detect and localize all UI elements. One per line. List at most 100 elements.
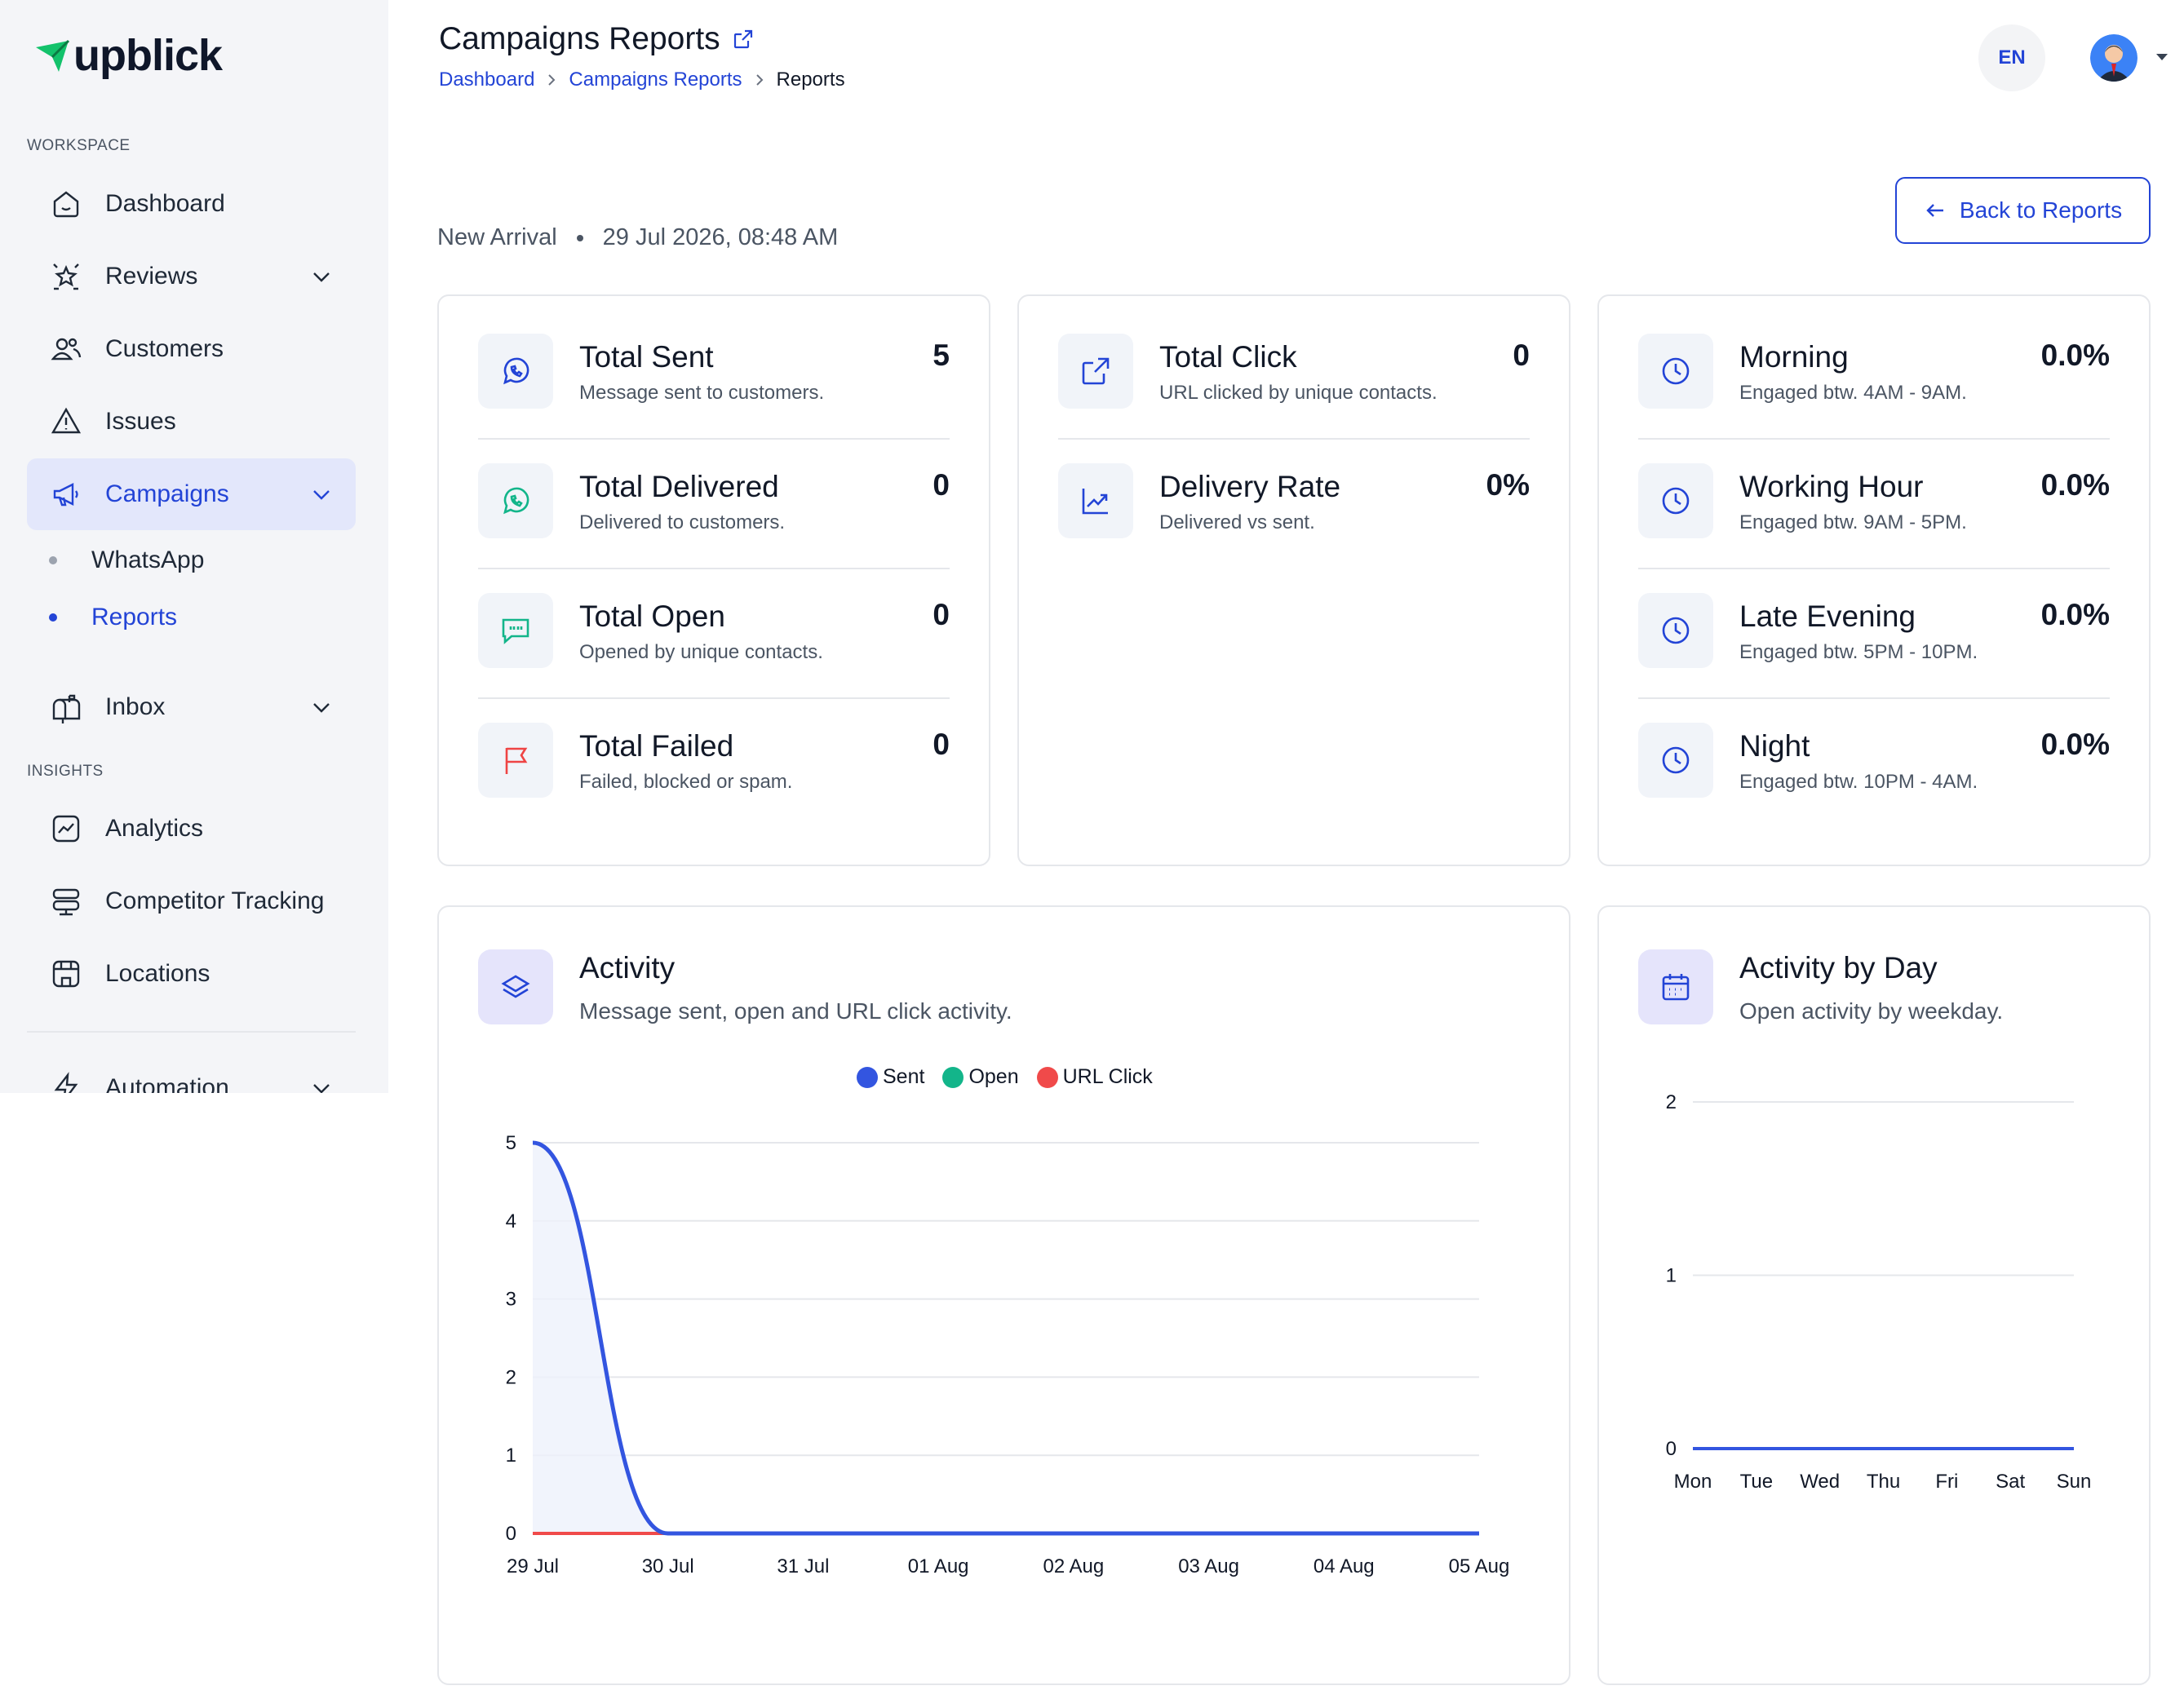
sidebar-item-label: Competitor Tracking (105, 887, 325, 914)
stat-total-click: Total Click URL clicked by unique contac… (1058, 296, 1530, 427)
sidebar-item-analytics[interactable]: Analytics (27, 793, 356, 865)
back-to-reports-button[interactable]: Back to Reports (1895, 177, 2151, 244)
sidebar-item-dashboard[interactable]: Dashboard (27, 168, 356, 240)
legend-item-sent[interactable]: Sent (857, 1065, 924, 1089)
sidebar-item-competitor-tracking[interactable]: Competitor Tracking (27, 865, 356, 937)
stat-title: Working Hour (1739, 470, 1924, 503)
back-to-reports-label: Back to Reports (1959, 197, 2123, 223)
activity-legend: Sent Open URL Click (857, 1065, 1171, 1089)
stat-subtitle: Engaged btw. 10PM - 4AM. (1739, 771, 1978, 793)
stat-value: 0 (933, 598, 950, 631)
stat-total-delivered: Total Delivered Delivered to customers. … (478, 426, 950, 556)
sidebar-item-issues[interactable]: Issues (27, 386, 356, 458)
stat-value: 0 (933, 728, 950, 761)
stats-card-engagement: Morning Engaged btw. 4AM - 9AM. 0.0% Wor… (1597, 294, 2151, 866)
activity-by-day-title: Activity by Day (1739, 951, 1938, 984)
stats-card-messages: Total Sent Message sent to customers. 5 … (437, 294, 990, 866)
app-logo[interactable]: upblick (34, 31, 223, 80)
caret-down-icon[interactable] (2154, 51, 2170, 64)
customers-icon (49, 332, 83, 366)
calendar-icon (1638, 949, 1713, 1024)
external-link-icon[interactable] (732, 28, 755, 51)
chevron-down-icon[interactable] (309, 1076, 334, 1093)
chevron-down-icon[interactable] (309, 695, 334, 719)
sidebar-item-label: Customers (105, 335, 224, 362)
sidebar-item-reviews[interactable]: Reviews (27, 241, 356, 312)
stat-title: Delivery Rate (1159, 470, 1341, 503)
x-tick-label: 02 Aug (1043, 1555, 1104, 1577)
legend-swatch-url-click (1036, 1066, 1058, 1088)
sidebar-item-campaigns[interactable]: Campaigns (27, 458, 356, 530)
legend-item-url-click[interactable]: URL Click (1036, 1065, 1153, 1089)
breadcrumb-campaigns-reports[interactable]: Campaigns Reports (569, 69, 742, 91)
sidebar-subitem-reports[interactable]: Reports (49, 597, 177, 638)
stat-subtitle: Message sent to customers. (579, 382, 825, 404)
sidebar-item-automation[interactable]: Automation (27, 1052, 356, 1093)
activity-subtitle: Message sent, open and URL click activit… (579, 998, 1012, 1024)
stat-subtitle: Failed, blocked or spam. (579, 771, 793, 793)
stat-subtitle: URL clicked by unique contacts. (1159, 382, 1438, 404)
sidebar-item-label: Issues (105, 408, 176, 435)
stat-subtitle: Engaged btw. 4AM - 9AM. (1739, 382, 1967, 404)
x-tick-label: Sat (1996, 1471, 2025, 1493)
row-divider (1638, 438, 2110, 440)
bullet-dot (49, 556, 57, 564)
analytics-icon (49, 812, 83, 846)
stat-delivery-rate: Delivery Rate Delivered vs sent. 0% (1058, 426, 1530, 556)
stat-subtitle: Engaged btw. 9AM - 5PM. (1739, 511, 1967, 533)
x-tick-label: 29 Jul (507, 1555, 559, 1577)
x-tick-label: Tue (1740, 1471, 1773, 1493)
stat-title: Total Failed (579, 729, 734, 763)
language-button[interactable]: EN (1978, 24, 2045, 91)
x-tick-label: Mon (1674, 1471, 1712, 1493)
activity-card: Activity Message sent, open and URL clic… (437, 905, 1570, 1685)
y-tick-label: 4 (506, 1210, 516, 1232)
stat-title: Total Click (1159, 340, 1297, 374)
sidebar-subitem-whatsapp[interactable]: WhatsApp (49, 540, 204, 581)
x-tick-label: Fri (1935, 1471, 1958, 1493)
breadcrumb-dashboard[interactable]: Dashboard (439, 69, 535, 91)
stat-late-evening: Late Evening Engaged btw. 5PM - 10PM. 0.… (1638, 555, 2110, 686)
breadcrumb: Dashboard Campaigns Reports Reports (439, 69, 845, 91)
whatsapp-icon (478, 334, 553, 409)
x-tick-label: Wed (1800, 1471, 1840, 1493)
chevron-down-icon[interactable] (309, 264, 334, 289)
avatar[interactable] (2090, 34, 2137, 82)
stat-working-hour: Working Hour Engaged btw. 9AM - 5PM. 0.0… (1638, 426, 2110, 556)
breadcrumb-current: Reports (776, 69, 845, 91)
chat-quote-icon (478, 593, 553, 668)
legend-swatch-open (942, 1066, 964, 1088)
x-tick-label: 03 Aug (1178, 1555, 1239, 1577)
sidebar-item-locations[interactable]: Locations (27, 938, 356, 1010)
clock-icon (1638, 593, 1713, 668)
stat-subtitle: Opened by unique contacts. (579, 641, 823, 663)
sidebar-item-customers[interactable]: Customers (27, 313, 356, 385)
series-line-sent (532, 1140, 1479, 1536)
chevron-down-icon[interactable] (309, 482, 334, 507)
sidebar-item-label: Locations (105, 960, 210, 987)
row-divider (478, 697, 950, 699)
dashboard-icon (49, 187, 83, 221)
x-tick-label: Thu (1867, 1471, 1900, 1493)
automation-icon (49, 1071, 83, 1093)
sidebar-subitem-label: WhatsApp (91, 546, 205, 573)
reviews-icon (49, 259, 83, 294)
legend-item-open[interactable]: Open (942, 1065, 1019, 1089)
y-tick-label: 5 (506, 1132, 516, 1154)
y-tick-label: 1 (506, 1445, 516, 1467)
x-tick-label: Sun (2057, 1471, 2092, 1493)
stat-total-sent: Total Sent Message sent to customers. 5 (478, 296, 950, 427)
sidebar-item-inbox[interactable]: Inbox (27, 671, 356, 743)
y-tick-label: 2 (506, 1366, 516, 1388)
activity-by-day-card: Activity by Day Open activity by weekday… (1597, 905, 2151, 1685)
stat-title: Late Evening (1739, 600, 1916, 633)
y-tick-label: 2 (1666, 1091, 1677, 1113)
stat-morning: Morning Engaged btw. 4AM - 9AM. 0.0% (1638, 296, 2110, 427)
x-tick-label: 30 Jul (642, 1555, 694, 1577)
activity-by-day-subtitle: Open activity by weekday. (1739, 998, 2004, 1024)
bullet-dot (49, 613, 57, 622)
insights-section-label: INSIGHTS (27, 763, 104, 780)
clock-icon (1638, 723, 1713, 798)
stat-value: 0.0% (2040, 728, 2110, 761)
